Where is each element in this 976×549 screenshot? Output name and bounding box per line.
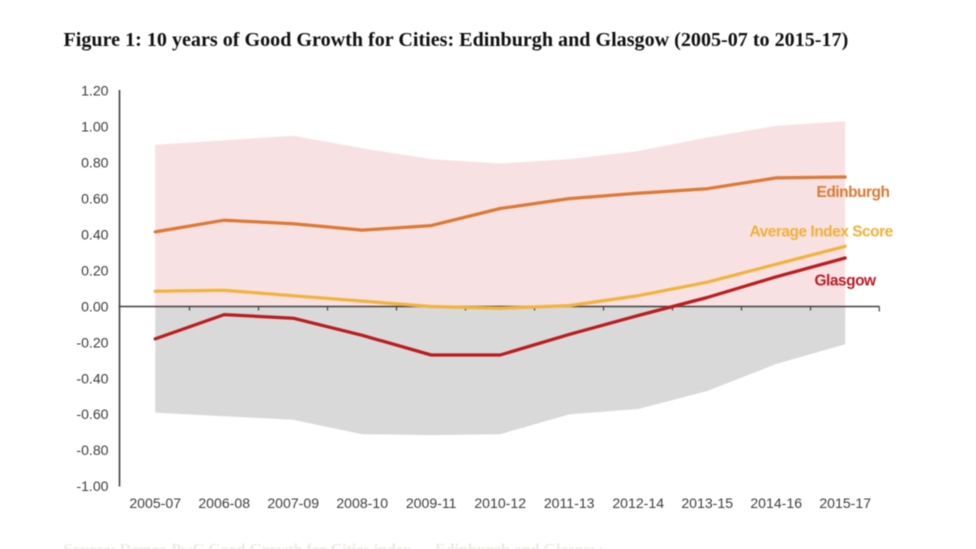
svg-text:-1.00: -1.00	[76, 478, 108, 494]
svg-text:Edinburgh: Edinburgh	[817, 184, 890, 201]
svg-text:2006-08: 2006-08	[198, 495, 250, 511]
svg-text:0.20: 0.20	[81, 262, 109, 278]
svg-text:2005-07: 2005-07	[129, 495, 181, 511]
svg-text:0.60: 0.60	[81, 191, 109, 207]
svg-text:0.80: 0.80	[81, 155, 109, 171]
svg-text:-0.40: -0.40	[76, 370, 108, 386]
svg-text:-0.60: -0.60	[76, 406, 108, 422]
svg-text:2013-15: 2013-15	[681, 495, 733, 511]
svg-text:2010-12: 2010-12	[474, 495, 526, 511]
svg-text:2008-10: 2008-10	[336, 495, 388, 511]
svg-text:Average Index Score: Average Index Score	[750, 224, 894, 241]
svg-text:1.00: 1.00	[81, 119, 109, 135]
svg-text:2011-13: 2011-13	[544, 495, 595, 511]
svg-text:2009-11: 2009-11	[406, 495, 457, 511]
svg-text:Figure 1: 10 years of Good Gro: Figure 1: 10 years of Good Growth for Ci…	[64, 29, 849, 51]
svg-text:-0.80: -0.80	[76, 442, 108, 458]
svg-text:0.40: 0.40	[81, 226, 109, 242]
svg-text:0.00: 0.00	[81, 298, 109, 314]
svg-text:1.20: 1.20	[81, 83, 109, 99]
svg-text:2015-17: 2015-17	[819, 495, 871, 511]
svg-text:-0.20: -0.20	[76, 334, 108, 350]
svg-text:Source: Demos-PwC Good Growth: Source: Demos-PwC Good Growth for Cities…	[64, 542, 603, 549]
svg-text:Glasgow: Glasgow	[815, 272, 878, 289]
svg-text:2007-09: 2007-09	[267, 495, 319, 511]
svg-text:2012-14: 2012-14	[612, 495, 664, 511]
svg-text:2014-16: 2014-16	[750, 495, 802, 511]
